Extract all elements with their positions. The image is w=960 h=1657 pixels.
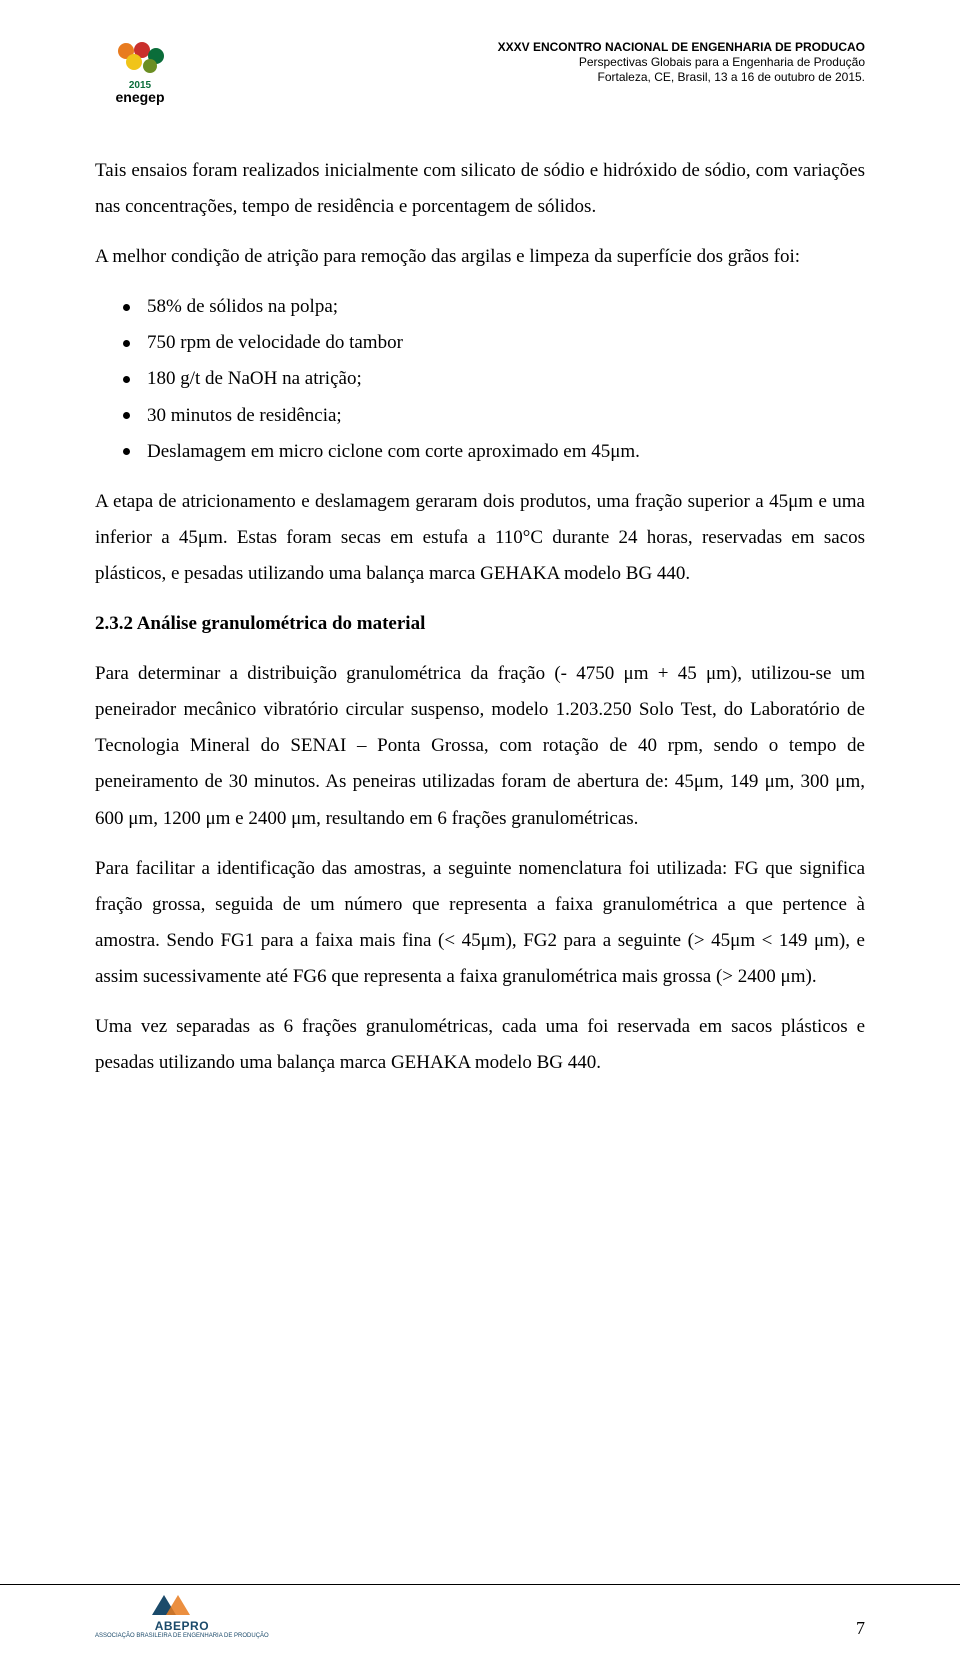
bullet-item: Deslamagem em micro ciclone com corte ap… [95, 434, 865, 470]
header-text-block: XXXV ENCONTRO NACIONAL DE ENGENHARIA DE … [498, 40, 865, 85]
header-logo-label: enegep [115, 89, 164, 105]
page: 2015 enegep XXXV ENCONTRO NACIONAL DE EN… [0, 0, 960, 1657]
paragraph-6: Uma vez separadas as 6 frações granulomé… [95, 1009, 865, 1081]
bullet-item: 30 minutos de residência; [95, 398, 865, 434]
section-heading: 2.3.2 Análise granulométrica do material [95, 606, 865, 642]
header-location: Fortaleza, CE, Brasil, 13 a 16 de outubr… [498, 70, 865, 85]
paragraph-3: A etapa de atricionamento e deslamagem g… [95, 484, 865, 592]
header-subtitle: Perspectivas Globais para a Engenharia d… [498, 55, 865, 70]
bullet-item: 180 g/t de NaOH na atrição; [95, 361, 865, 397]
header-logo: 2015 enegep [95, 40, 185, 105]
bullet-item: 58% de sólidos na polpa; [95, 289, 865, 325]
paragraph-1: Tais ensaios foram realizados inicialmen… [95, 153, 865, 225]
enegep-logo-icon [112, 40, 168, 80]
paragraph-2: A melhor condição de atrição para remoçã… [95, 239, 865, 275]
paragraph-5: Para facilitar a identificação das amost… [95, 851, 865, 995]
bullet-item: 750 rpm de velocidade do tambor [95, 325, 865, 361]
footer-logo-sub: ASSOCIAÇÃO BRASILEIRA DE ENGENHARIA DE P… [95, 1633, 269, 1639]
footer-logo-text: ABEPRO [155, 1619, 209, 1633]
bullet-list: 58% de sólidos na polpa; 750 rpm de velo… [95, 289, 865, 469]
footer-logo: ABEPRO ASSOCIAÇÃO BRASILEIRA DE ENGENHAR… [95, 1585, 269, 1639]
page-footer: ABEPRO ASSOCIAÇÃO BRASILEIRA DE ENGENHAR… [0, 1584, 960, 1639]
page-number: 7 [856, 1612, 865, 1639]
page-header: 2015 enegep XXXV ENCONTRO NACIONAL DE EN… [95, 40, 865, 105]
body-text: Tais ensaios foram realizados inicialmen… [95, 153, 865, 1081]
abepro-logo-icon [146, 1591, 218, 1619]
paragraph-4: Para determinar a distribuição granulomé… [95, 656, 865, 836]
header-title: XXXV ENCONTRO NACIONAL DE ENGENHARIA DE … [498, 40, 865, 55]
